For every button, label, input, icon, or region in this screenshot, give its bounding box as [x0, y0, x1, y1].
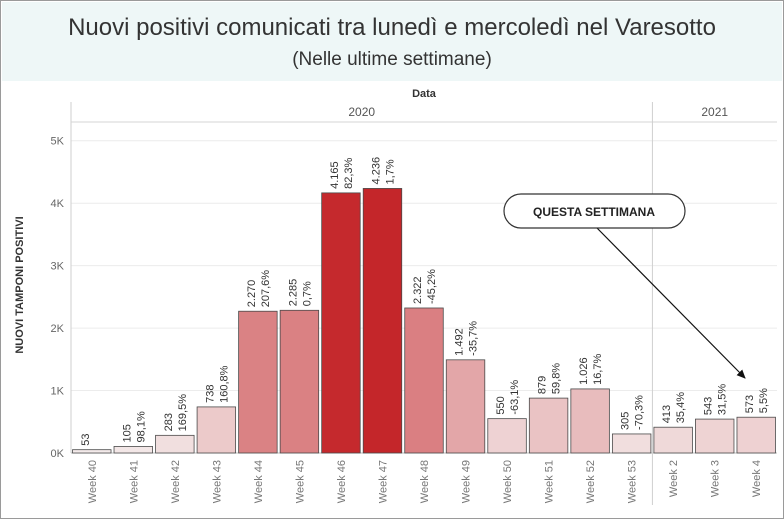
value-label: 305	[620, 412, 632, 430]
value-label: 879	[537, 376, 549, 394]
pct-change-label: 5,5%	[758, 388, 770, 413]
chart-title: Nuovi positivi comunicati tra lunedì e m…	[68, 14, 716, 41]
value-label: 105	[121, 424, 133, 442]
value-label: 53	[80, 433, 92, 445]
pct-change-label: 98,1%	[135, 411, 147, 442]
pct-change-label: 16,7%	[592, 354, 604, 385]
x-tick-label: Week 40	[87, 460, 99, 503]
x-tick-label: Week 41	[128, 460, 140, 503]
annotation-text: QUESTA SETTIMANA	[533, 205, 655, 219]
pct-change-label: 169,5%	[177, 394, 189, 432]
bar-week-50	[487, 418, 527, 454]
x-tick-label: Week 43	[211, 460, 223, 503]
y-axis-ticks: 0K 1K 2K 3K 4K 5K	[51, 136, 65, 460]
bar-week-47	[362, 188, 403, 454]
bar-week-43	[196, 406, 237, 454]
value-label: 4.236	[370, 157, 382, 185]
x-tick-label: Week 53	[627, 460, 639, 503]
value-label: 543	[703, 397, 715, 415]
chart-header: Nuovi positivi comunicati tra lunedì e m…	[2, 2, 782, 81]
bar-week-51	[528, 397, 569, 454]
bar-week-41	[113, 446, 153, 454]
x-tick-label: Week 47	[377, 460, 389, 503]
value-label: 2.270	[246, 280, 258, 308]
bar-labels: 53 105 98,1% 283 169,5% 738 160,8% 2.270 207,6% 2…	[80, 157, 770, 446]
bar-week-2	[653, 426, 693, 454]
pct-change-label: 35,4%	[675, 392, 687, 423]
x-tick-label: Week 50	[502, 460, 514, 503]
x-axis-ticks: Week 40 Week 41 Week 42 Week 43 Week 44 Week …	[87, 460, 763, 503]
y-tick-label: 1K	[51, 386, 65, 398]
bar-week-44	[238, 310, 278, 454]
x-tick-label: Week 42	[170, 460, 182, 503]
pct-change-label: -45,2%	[426, 269, 438, 304]
annotation-arrow	[596, 227, 746, 379]
x-tick-label: Week 51	[544, 460, 556, 503]
pct-change-label: -70,3%	[634, 395, 646, 430]
bar-week-52	[570, 388, 610, 454]
value-label: 550	[495, 396, 507, 414]
pct-change-label: -63,1%	[509, 380, 521, 415]
pct-change-label: 160,8%	[218, 365, 230, 403]
y-tick-label: 2K	[51, 323, 65, 335]
value-label: 1.026	[578, 357, 590, 385]
value-label: 1.492	[454, 328, 466, 356]
pct-change-label: 82,3%	[343, 157, 355, 188]
x-tick-label: Week 44	[253, 460, 265, 503]
value-label: 2.322	[412, 276, 424, 304]
annotation: QUESTA SETTIMANA	[503, 193, 746, 379]
x-tick-label: Week 52	[585, 460, 597, 503]
value-label: 573	[744, 395, 756, 413]
value-label: 283	[163, 413, 175, 431]
bar-week-48	[404, 307, 444, 454]
bar-week-45	[279, 309, 320, 454]
y-axis-title: NUOVI TAMPONI POSITIVI	[14, 216, 26, 353]
pct-change-label: -35,7%	[468, 321, 480, 356]
y-tick-label: 4K	[51, 198, 65, 210]
y-tick-label: 3K	[51, 261, 65, 273]
bars	[72, 188, 776, 454]
x-tick-label: Week 46	[336, 460, 348, 503]
value-label: 738	[204, 385, 216, 403]
value-label: 413	[661, 405, 673, 423]
year-label: 2020	[348, 105, 375, 119]
bar-week-4	[736, 416, 776, 454]
x-tick-label: Week 3	[710, 460, 722, 497]
year-headers: 2020 2021	[348, 105, 728, 119]
value-label: 4.165	[329, 161, 341, 189]
bar-week-53	[611, 433, 652, 454]
bar-week-3	[695, 418, 735, 454]
annotation-callout	[503, 193, 686, 229]
y-tick-label: 5K	[51, 136, 65, 148]
pct-change-label: 59,8%	[551, 363, 563, 394]
pct-change-label: 207,6%	[260, 270, 272, 308]
pct-change-label: 0,7%	[301, 281, 313, 306]
pct-change-label: 31,5%	[717, 384, 729, 415]
x-tick-label: Week 49	[461, 460, 473, 503]
x-tick-label: Week 4	[751, 460, 763, 497]
chart-subtitle: (Nelle ultime settimane)	[292, 49, 492, 70]
bar-week-46	[321, 192, 361, 454]
y-tick-label: 0K	[51, 448, 65, 460]
bar-week-49	[445, 359, 486, 454]
year-label: 2021	[701, 105, 728, 119]
x-tick-label: Week 45	[294, 460, 306, 503]
x-tick-label: Week 48	[419, 460, 431, 503]
value-label: 2.285	[287, 279, 299, 307]
pct-change-label: 1,7%	[384, 159, 396, 184]
bar-week-40	[72, 449, 112, 454]
x-axis-title: Data	[412, 88, 437, 100]
bar-week-42	[155, 434, 195, 454]
x-tick-label: Week 2	[668, 460, 680, 497]
